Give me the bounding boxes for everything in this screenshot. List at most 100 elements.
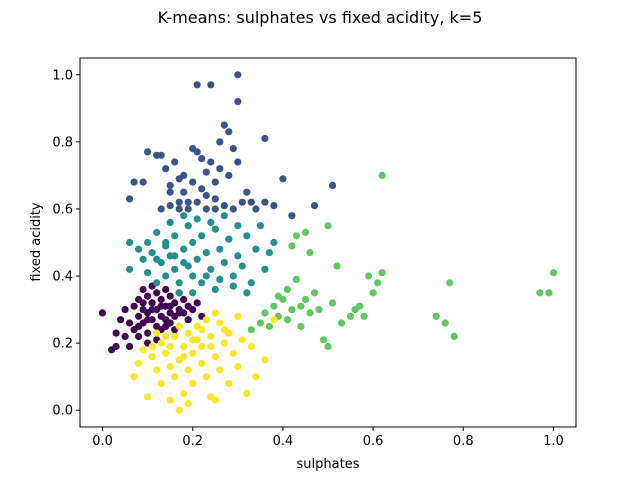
cluster-3-point-39 <box>549 269 558 277</box>
y-tick-label-0: 0.0 <box>52 404 73 419</box>
cluster-3-point-35 <box>446 279 454 287</box>
cluster-2-point-5 <box>144 269 152 277</box>
cluster-4-point-51 <box>180 353 188 361</box>
cluster-2-point-47 <box>153 255 161 263</box>
cluster-1-point-14 <box>193 81 201 89</box>
cluster-2-point-31 <box>229 272 237 280</box>
cluster-3-point-38 <box>545 289 553 297</box>
cluster-3-point-16 <box>328 299 337 307</box>
cluster-4-point-39 <box>261 356 269 364</box>
cluster-1-point-39 <box>229 205 237 213</box>
cluster-1-point-44 <box>288 212 296 220</box>
cluster-2-point-43 <box>193 215 201 223</box>
cluster-3-point-26 <box>378 171 386 179</box>
x-tick-label-4: 0.8 <box>453 434 474 449</box>
cluster-4-point-48 <box>211 309 219 317</box>
cluster-3-point-2 <box>261 309 269 317</box>
cluster-1-point-25 <box>243 188 251 196</box>
cluster-0-point-8 <box>130 302 138 310</box>
cluster-0-point-56 <box>144 316 152 324</box>
cluster-0-point-0 <box>98 309 107 317</box>
cluster-1-point-35 <box>193 198 201 206</box>
cluster-0-point-11 <box>135 312 143 320</box>
cluster-1-point-34 <box>184 205 192 213</box>
cluster-1-point-15 <box>198 155 206 163</box>
cluster-1-point-41 <box>252 205 260 213</box>
cluster-2-point-15 <box>175 279 183 287</box>
cluster-2-point-4 <box>144 238 152 247</box>
cluster-0-point-28 <box>162 285 170 294</box>
cluster-2-point-7 <box>153 279 161 287</box>
cluster-4-point-9 <box>166 396 174 404</box>
cluster-2-point-44 <box>207 218 215 226</box>
cluster-1-point-13 <box>193 148 201 156</box>
cluster-1-point-37 <box>211 195 219 203</box>
cluster-3-point-1 <box>256 319 264 327</box>
cluster-4-point-46 <box>193 322 201 330</box>
cluster-2-point-8 <box>153 228 161 236</box>
cluster-1-point-6 <box>162 165 170 173</box>
cluster-4-point-2 <box>139 346 147 354</box>
cluster-4-point-6 <box>157 379 165 387</box>
cluster-1-point-20 <box>220 121 228 129</box>
cluster-3-point-10 <box>301 295 310 304</box>
cluster-4-point-13 <box>175 406 183 414</box>
cluster-1-point-55 <box>211 205 219 213</box>
x-tick-label-1: 0.2 <box>182 434 203 449</box>
cluster-4-point-25 <box>207 342 215 351</box>
cluster-4-point-23 <box>202 373 210 381</box>
cluster-4-point-32 <box>229 349 237 357</box>
cluster-3-point-33 <box>432 312 440 320</box>
cluster-3-point-22 <box>365 272 373 280</box>
cluster-1-point-48 <box>207 158 215 166</box>
cluster-2-point-33 <box>238 262 246 270</box>
cluster-4-point-7 <box>157 339 165 347</box>
cluster-2-point-2 <box>135 245 143 253</box>
cluster-4-point-5 <box>153 366 161 374</box>
cluster-2-point-14 <box>171 265 179 273</box>
cluster-0-point-7 <box>126 319 134 327</box>
x-axis-label: sulphates <box>297 457 360 472</box>
cluster-4-point-3 <box>144 393 152 401</box>
cluster-4-point-41 <box>148 342 156 351</box>
cluster-2-point-45 <box>220 212 228 220</box>
cluster-4-point-47 <box>202 316 210 324</box>
cluster-4-point-0 <box>130 373 138 381</box>
cluster-0-point-38 <box>180 295 188 304</box>
cluster-4-point-29 <box>220 339 228 347</box>
cluster-3-point-41 <box>274 292 282 300</box>
cluster-3-point-9 <box>297 322 305 330</box>
cluster-1-point-33 <box>175 198 183 206</box>
cluster-1-point-19 <box>216 138 224 146</box>
cluster-2-point-19 <box>189 272 197 280</box>
cluster-0-point-6 <box>121 332 129 340</box>
cluster-1-point-31 <box>157 205 165 213</box>
cluster-2-point-54 <box>243 289 251 297</box>
cluster-3-point-17 <box>333 262 341 270</box>
chart-title: K-means: sulphates vs fixed acidity, k=5 <box>157 8 483 27</box>
cluster-2-point-48 <box>162 238 170 247</box>
cluster-0-point-20 <box>148 299 156 307</box>
cluster-1-point-36 <box>202 205 210 213</box>
cluster-4-point-28 <box>216 366 224 374</box>
plot-frame <box>79 57 577 428</box>
cluster-1-point-26 <box>247 198 255 206</box>
cluster-3-point-19 <box>346 312 355 320</box>
cluster-2-point-42 <box>180 212 188 220</box>
cluster-3-point-13 <box>315 306 323 314</box>
cluster-4-point-43 <box>162 332 170 340</box>
cluster-4-point-38 <box>252 373 260 381</box>
cluster-2-point-50 <box>184 262 192 270</box>
cluster-1-point-32 <box>166 202 174 210</box>
cluster-1-point-43 <box>270 202 278 210</box>
cluster-3-point-34 <box>441 319 449 327</box>
x-tick-label-5: 1.0 <box>543 434 564 449</box>
cluster-1-point-49 <box>216 165 224 173</box>
cluster-1-point-45 <box>180 171 188 179</box>
cluster-2-point-53 <box>229 282 237 290</box>
cluster-4-point-18 <box>189 379 197 387</box>
cluster-0-point-42 <box>189 306 197 314</box>
cluster-4-point-52 <box>189 336 197 344</box>
cluster-2-point-29 <box>220 259 228 267</box>
cluster-4-point-4 <box>148 353 156 361</box>
